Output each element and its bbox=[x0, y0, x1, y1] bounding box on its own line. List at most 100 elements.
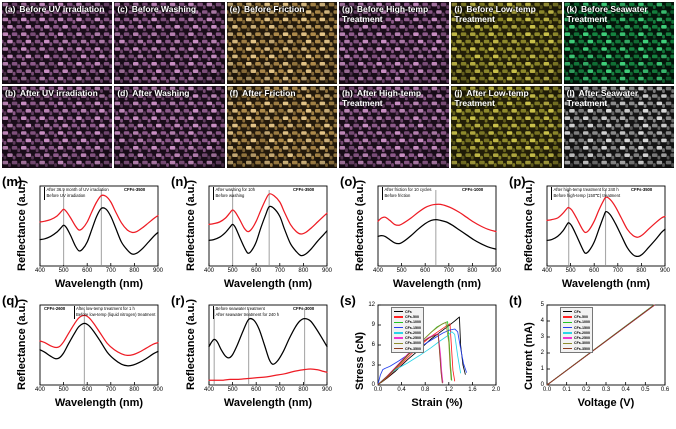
legend-label: After friction for 10 cycles bbox=[384, 186, 432, 192]
fabric-weave-texture bbox=[226, 86, 337, 168]
x-tick-label: 600 bbox=[251, 268, 262, 274]
x-tick-label: 800 bbox=[467, 268, 478, 274]
photo-row-before: (a) Before UV irradiation (c) Before Washin… bbox=[0, 2, 676, 84]
plot-frame bbox=[377, 185, 497, 267]
legend-bracket bbox=[44, 187, 45, 200]
legend-label: CFs-2000 bbox=[405, 330, 421, 335]
x-tick-label: 400 bbox=[372, 268, 383, 274]
chart-panel-label-m: (m) bbox=[2, 174, 23, 189]
series-line bbox=[208, 368, 328, 381]
legend-label: CFs-1000 bbox=[405, 320, 421, 325]
legend-label: After washing for 10h bbox=[215, 186, 256, 192]
legend-entry: CFs-500 bbox=[394, 314, 421, 319]
chart-panel-o: (o) Reflectance (a.u.) Wavelength (nm) 400 5… bbox=[338, 174, 507, 293]
legend-bracket bbox=[213, 306, 214, 319]
fabric-weave-texture bbox=[2, 2, 113, 84]
y-tick-label: 12 bbox=[368, 301, 375, 308]
fabric-weave-texture bbox=[114, 2, 225, 84]
x-tick-label: 600 bbox=[251, 387, 262, 393]
chart-panel-n: (n) Reflectance (a.u.) Wavelength (nm) 400 5… bbox=[169, 174, 338, 293]
photo-before-hightemp: (g) Before High-temp Treatment bbox=[338, 2, 450, 84]
x-tick-label: 500 bbox=[58, 387, 69, 393]
series-line bbox=[377, 203, 497, 233]
photo-panel-label: (h) bbox=[341, 88, 353, 98]
legend-color-swatch bbox=[563, 348, 572, 350]
x-tick-label: 600 bbox=[82, 387, 93, 393]
chart-panel-label-q: (q) bbox=[2, 293, 19, 308]
y-tick-label: 9 bbox=[371, 321, 375, 328]
plot-area-p bbox=[546, 185, 666, 267]
chart-legend-s: CFs CFs-500 CFs-1000 CFs-1500 CFs-2000 CFs-25… bbox=[391, 307, 424, 354]
photo-title: After Washing bbox=[132, 88, 190, 98]
photo-panel-label: (i) bbox=[454, 4, 463, 14]
plot-area-q bbox=[39, 304, 159, 386]
photo-panel-label: (d) bbox=[117, 88, 129, 98]
legend-color-swatch bbox=[563, 321, 572, 323]
legend-label: CFs-3500 bbox=[405, 346, 421, 351]
photo-after-washing: (d) After Washing bbox=[114, 86, 225, 168]
photo-panel-label: (j) bbox=[454, 88, 463, 98]
x-tick-label: 400 bbox=[34, 268, 45, 274]
photo-caption: (c) Before Washing bbox=[117, 4, 221, 14]
series-line bbox=[546, 304, 655, 386]
photo-panel-label: (a) bbox=[5, 4, 16, 14]
legend-label: CFs-2000 bbox=[574, 330, 590, 335]
fabric-weave-texture bbox=[114, 86, 225, 168]
y-tick-label: 0 bbox=[540, 381, 544, 388]
legend-bracket bbox=[74, 306, 75, 319]
legend-color-swatch bbox=[563, 337, 572, 339]
y-tick-label: 3 bbox=[371, 361, 375, 368]
legend-entry: CFs-2000 bbox=[394, 330, 421, 335]
photo-after-lowtemp: (j) After Low-temp Treatment bbox=[451, 86, 562, 168]
photo-caption: (f) After Friction bbox=[230, 88, 334, 98]
series-line bbox=[546, 210, 666, 258]
photo-title: Before UV irradiation bbox=[19, 4, 105, 14]
x-axis-title-r: Wavelength (nm) bbox=[223, 397, 313, 409]
legend-label: CFs-500 bbox=[405, 314, 419, 319]
x-tick-label: 800 bbox=[298, 387, 309, 393]
legend-label: After seawater treatment for 240 h bbox=[215, 311, 280, 317]
photo-caption: (k) Before Seawater Treatment bbox=[567, 4, 671, 24]
chart-panel-t: (t) Current (mA) Voltage (V) 0.0 0.1 0.2 0.3 0.… bbox=[507, 293, 676, 412]
y-tick-label: 0 bbox=[371, 381, 375, 388]
chart-legend-t: CFs CFs-500 CFs-1000 CFs-1500 CFs-2000 CFs-25… bbox=[560, 307, 593, 354]
x-axis-title-o: Wavelength (nm) bbox=[392, 278, 482, 290]
x-tick-label: 0.3 bbox=[601, 387, 611, 393]
x-tick-label: 0.2 bbox=[582, 387, 591, 393]
x-tick-label: 900 bbox=[321, 268, 332, 274]
legend-color-swatch bbox=[394, 326, 403, 329]
plot-frame bbox=[208, 304, 328, 386]
x-tick-label: 600 bbox=[82, 268, 93, 274]
photo-title: Before High-temp Treatment bbox=[341, 4, 429, 24]
x-tick-label: 0.6 bbox=[660, 387, 670, 393]
legend-entry: CFs-1000 bbox=[394, 320, 421, 325]
x-tick-label: 900 bbox=[321, 387, 332, 393]
x-tick-label: 500 bbox=[58, 268, 69, 274]
series-line bbox=[39, 322, 159, 367]
legend-bracket bbox=[213, 187, 214, 200]
legend-label: CFs-1500 bbox=[574, 325, 590, 330]
legend-label: CFs-3000 bbox=[405, 341, 421, 346]
chart-panel-q: (q) Reflectance (a.u.) Wavelength (nm) 400 5… bbox=[0, 293, 169, 412]
legend-color-swatch bbox=[394, 337, 403, 339]
y-tick-label: 1 bbox=[540, 365, 544, 372]
chart-panel-p: (p) Reflectance (a.u.) Wavelength (nm) 400 5… bbox=[507, 174, 676, 293]
photo-panel-label: (l) bbox=[566, 88, 575, 98]
x-tick-label: 700 bbox=[612, 268, 623, 274]
x-tick-label: 800 bbox=[129, 268, 140, 274]
x-tick-label: 800 bbox=[298, 268, 309, 274]
photo-after-hightemp: (h) After High-temp Treatment bbox=[338, 86, 450, 168]
legend-entry: CFs-1500 bbox=[563, 325, 590, 330]
legend-label: Before high-temp (150℃) treatment bbox=[553, 192, 621, 198]
y-tick-label: 4 bbox=[540, 317, 544, 324]
legend-label: CFs-1000 bbox=[574, 320, 590, 325]
legend-label: Before low-temp (liquid nitrogen) treatm… bbox=[76, 311, 156, 317]
photo-caption: (g) Before High-temp Treatment bbox=[342, 4, 446, 24]
legend-label: CFs-1500 bbox=[405, 325, 421, 330]
legend-entry: CFs-2500 bbox=[563, 335, 590, 340]
plot-area-n bbox=[208, 185, 328, 267]
legend-entry: CFs-3500 bbox=[563, 346, 590, 351]
legend-entry: CFs-3000 bbox=[563, 341, 590, 346]
x-tick-label: 900 bbox=[659, 268, 670, 274]
x-tick-label: 0.5 bbox=[641, 387, 650, 393]
